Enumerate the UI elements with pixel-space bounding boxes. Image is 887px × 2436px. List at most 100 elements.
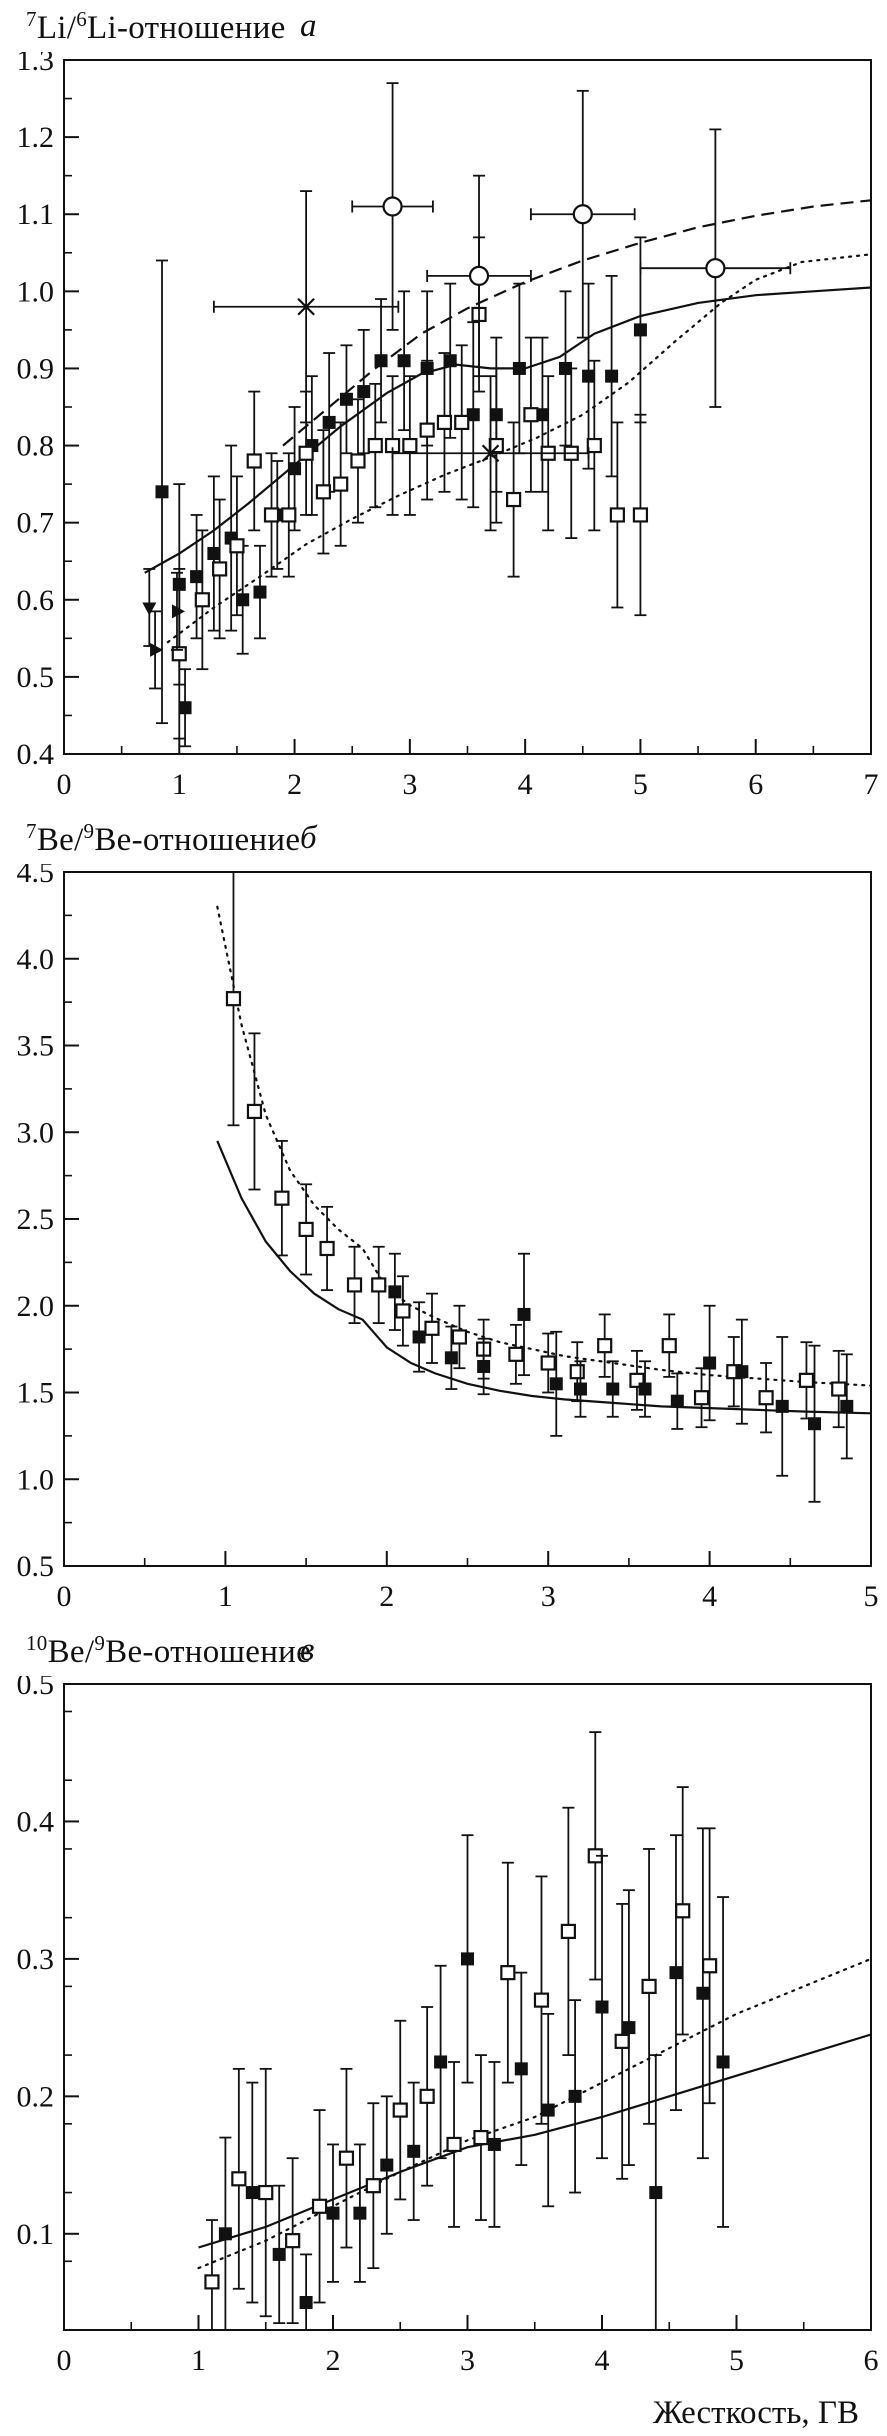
open-square-marker <box>614 2033 630 2049</box>
open-square-marker <box>371 1277 387 1293</box>
triangle-down-marker <box>142 602 157 616</box>
filled-square-marker <box>477 1359 491 1373</box>
x-tick-label: 4 <box>518 768 533 801</box>
filled-square-marker <box>374 354 388 368</box>
filled-square-marker <box>207 547 221 561</box>
filled-square-marker <box>444 1351 458 1365</box>
open-square-marker <box>346 1277 363 1293</box>
open-square-marker <box>333 476 349 492</box>
model-curves <box>216 905 871 1415</box>
filled-square-marker <box>487 2137 501 2151</box>
y-tick-label: 0.6 <box>17 584 55 617</box>
filled-square-marker <box>466 408 480 422</box>
y-tick-label: 0.3 <box>17 1943 55 1976</box>
y-tick-label: 1.5 <box>17 1377 55 1410</box>
x-tick-label: 2 <box>379 1580 394 1613</box>
filled-square-marker <box>245 2186 259 2200</box>
open-square-marker <box>212 561 228 577</box>
filled-square-marker <box>322 415 336 429</box>
filled-square-marker <box>638 1382 652 1396</box>
x-tick-label: 4 <box>702 1580 717 1613</box>
open-square-marker <box>597 1338 613 1354</box>
filled-square-marker <box>703 1356 717 1370</box>
open-square-marker <box>298 1221 314 1238</box>
y-tick-label: 2.5 <box>17 1203 55 1236</box>
open-square-marker <box>436 414 453 431</box>
open-square-marker <box>246 453 262 469</box>
filled-square-marker <box>541 2103 555 2117</box>
filled-square-marker <box>775 1399 789 1413</box>
filled-square-marker <box>595 2000 609 2014</box>
open-square-marker <box>540 1355 556 1371</box>
filled-square-marker <box>326 2206 340 2220</box>
filled-square-marker <box>840 1399 854 1413</box>
series-open-squares <box>225 872 847 1434</box>
filled-square-marker <box>549 1377 563 1391</box>
series-open-squares <box>171 236 649 740</box>
y-tick-label: 0.4 <box>17 738 55 771</box>
open-square-marker <box>831 1381 847 1397</box>
series-filled-squares <box>155 236 647 748</box>
filled-square-marker <box>339 392 353 406</box>
y-tick-label: 0.2 <box>17 2080 55 2113</box>
x-tick-label: 6 <box>748 768 763 801</box>
filled-square-marker <box>649 2186 663 2200</box>
open-square-marker <box>675 1903 691 1919</box>
filled-square-marker <box>253 585 267 599</box>
open-square-marker <box>446 2136 462 2153</box>
filled-square-marker <box>716 2055 730 2069</box>
open-square-marker <box>367 437 383 454</box>
y-tick-label: 0.5 <box>17 1676 55 1701</box>
panel-a-title: 7Li/6Li-отношение <box>26 7 286 47</box>
filled-square-marker <box>407 2144 421 2158</box>
open-square-marker <box>311 2198 328 2214</box>
filled-square-marker <box>218 2227 232 2241</box>
open-square-marker <box>758 1390 774 1406</box>
filled-square-marker <box>606 1382 620 1396</box>
filled-square-marker <box>517 1307 531 1321</box>
open-square-marker <box>365 2178 381 2194</box>
curve-solid <box>198 2033 871 2249</box>
filled-square-marker <box>633 323 647 337</box>
open-square-marker <box>281 507 297 523</box>
filled-square-marker <box>696 1986 710 2000</box>
open-square-marker <box>523 407 539 423</box>
filled-square-marker <box>190 570 204 584</box>
curve-dotted <box>166 253 871 644</box>
y-tick-label: 1.0 <box>17 275 55 308</box>
y-axis: 0.4 0.5 0.6 0.7 0.8 0.9 1.0 1.1 1.2 1.3 <box>17 52 79 771</box>
filled-square-marker <box>514 2062 528 2076</box>
series-triangle-down <box>142 568 157 647</box>
series-crosses <box>212 190 590 532</box>
open-square-marker <box>701 1958 718 1974</box>
open-circle-marker <box>468 265 490 287</box>
filled-square-marker <box>299 2296 313 2310</box>
curve-dotted <box>197 1957 871 2270</box>
y-tick-label: 4.5 <box>17 864 55 889</box>
y-axis: 0.1 0.2 0.3 0.4 0.5 <box>17 1676 79 2331</box>
y-tick-label: 0.4 <box>17 1805 55 1838</box>
filled-square-marker <box>353 2206 367 2220</box>
chart-be10-be9: 0 1 2 3 4 5 6 0.1 0.2 0.3 0.4 0.5 <box>17 1676 879 2377</box>
open-square-marker <box>285 2233 301 2249</box>
plot-box <box>63 871 872 1567</box>
panel-a: 7Li/6Li-отношение a 0 1 2 3 4 5 6 7 0.4 0.5 0.6 0.7… <box>0 0 887 812</box>
x-axis-title: Жесткость, ГВ <box>653 2395 859 2431</box>
panel-a-header: 7Li/6Li-отношение a <box>0 0 887 52</box>
y-tick-label: 3.0 <box>17 1116 55 1149</box>
filled-square-marker <box>535 408 549 422</box>
model-curves <box>197 1957 871 2270</box>
open-square-marker <box>798 1372 815 1388</box>
open-square-marker <box>350 453 366 469</box>
x-tick-label: 2 <box>326 2344 341 2377</box>
x-tick-label: 7 <box>864 768 879 801</box>
x-tick-label: 1 <box>172 768 187 801</box>
x-tick-label: 1 <box>191 2344 206 2377</box>
series-filled-squares <box>388 1252 854 1503</box>
open-square-marker <box>473 2129 489 2146</box>
open-square-marker <box>586 437 602 454</box>
panel-c-header: 10Be/9Be-отношение в <box>0 1624 887 1676</box>
curve-dashed <box>282 199 871 447</box>
open-square-marker <box>632 507 649 523</box>
open-square-marker <box>569 1364 585 1380</box>
